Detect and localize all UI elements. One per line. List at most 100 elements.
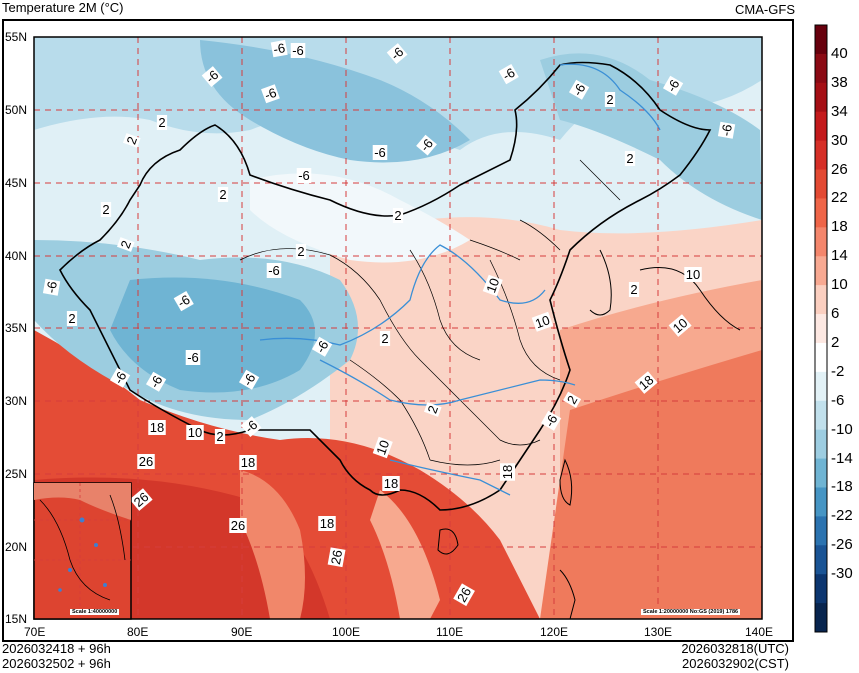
- colorbar-swatch: [815, 53, 827, 84]
- map-title: Temperature 2M (°C): [2, 0, 124, 15]
- contour-label: 18: [150, 420, 164, 435]
- lat-label: 45N: [5, 176, 28, 190]
- contour-label-box: [116, 237, 135, 252]
- contour-label: 2: [626, 151, 633, 166]
- province-borders: [239, 159, 621, 466]
- contour-label-box: [482, 274, 503, 297]
- contour-label-box: [185, 350, 201, 365]
- contour-label-box: [604, 92, 616, 107]
- contour-label-box: [379, 331, 391, 346]
- lat-label: 40N: [5, 249, 28, 263]
- colorbar-swatch: [815, 25, 827, 55]
- contour-label-box: [318, 516, 336, 531]
- colorbar-swatch: [815, 169, 827, 199]
- lat-label: 15N: [5, 612, 28, 626]
- contour-label: 26: [231, 518, 245, 533]
- lat-label: 25N: [5, 467, 28, 481]
- colorbar-tick-label: 2: [831, 333, 840, 351]
- valid-time-utc: 2026032818(UTC): [681, 641, 789, 656]
- mongolia-cold: [200, 40, 470, 163]
- model-source: CMA-GFS: [735, 2, 795, 17]
- contour-label: 18: [320, 516, 334, 531]
- contour-label: 18: [384, 476, 398, 491]
- contour-label-box: [453, 583, 475, 607]
- contour-label-box: [239, 455, 257, 470]
- contour-label-box: [327, 547, 346, 568]
- contour-label-box: [416, 134, 437, 156]
- contour-label: 2: [102, 202, 109, 217]
- contour-label-box: [66, 311, 78, 326]
- contour-label-box: [173, 290, 194, 312]
- contour-label-box: [261, 84, 280, 104]
- colorbar-tick-label: 10: [831, 276, 848, 294]
- contour-label: -6: [43, 280, 60, 294]
- lat-label: 50N: [5, 103, 28, 117]
- init-time-cst: 2026032502 + 96h: [2, 656, 111, 671]
- hot-ocean-zone: [540, 350, 762, 619]
- contour-label-box: [156, 115, 168, 130]
- colorbar-swatch: [815, 545, 827, 575]
- contour-label-box: [684, 267, 702, 282]
- lon-label: 120E: [540, 625, 569, 639]
- colorbar-swatch: [815, 227, 827, 257]
- contour-label: 2: [123, 134, 140, 146]
- map-field: -6 -6 -6 -6 -6 -6 -6 -6 -6 2 2 2 2 2 2 -…: [34, 37, 762, 619]
- colorbar: [814, 24, 828, 633]
- colorbar-swatch: [815, 429, 827, 460]
- colorbar-tick-label: -22: [831, 507, 853, 525]
- lon-label: 110E: [436, 625, 464, 639]
- colorbar-swatch: [815, 487, 827, 517]
- colorbar-tick-label: -26: [831, 536, 853, 554]
- contour-label: 2: [424, 403, 441, 415]
- colorbar-tick-label: -2: [831, 362, 845, 380]
- colorbar-swatch: [815, 574, 827, 604]
- lat-label: 20N: [5, 540, 28, 554]
- colorbar-tick-label: 34: [831, 102, 848, 120]
- colorbar-swatch: [815, 140, 827, 171]
- contour-label: 2: [381, 331, 388, 346]
- contour-label-box: [109, 367, 131, 388]
- contour-label: 2: [394, 208, 401, 223]
- lon-label: 80E: [127, 625, 149, 639]
- contour-label-layer: -6 -6 -6 -6 -6 -6 -6 -6 -6 2 2 2 2 2 2 -…: [42, 39, 736, 607]
- contour-label: 18: [500, 465, 515, 479]
- contour-label-box: [214, 429, 226, 444]
- contour-label: 2: [68, 311, 75, 326]
- contour-label-box: [392, 208, 404, 223]
- contour-label: -6: [272, 40, 286, 57]
- colorbar-tick-label: 14: [831, 247, 848, 265]
- contour-label-box: [217, 187, 229, 202]
- contour-label-box: [229, 518, 247, 533]
- lat-label: 55N: [5, 30, 28, 44]
- colorbar-swatch: [815, 342, 827, 373]
- contour-label: 26: [328, 549, 345, 566]
- lon-label: 90E: [231, 625, 253, 639]
- contour-label-box: [382, 476, 400, 491]
- contour-label: 26: [454, 585, 474, 605]
- colorbar-swatch: [815, 285, 827, 315]
- contour-label-box: [238, 369, 260, 390]
- contour-label: 2: [117, 238, 134, 250]
- colorbar-swatch: [815, 111, 827, 142]
- inset-map: [33, 482, 132, 620]
- contour-label: 2: [216, 429, 223, 444]
- contour-label: -6: [187, 350, 199, 365]
- contour-label-box: [290, 43, 306, 58]
- contour-label: 2: [219, 187, 226, 202]
- colorbar-swatch: [815, 400, 827, 431]
- lon-label: 70E: [24, 625, 46, 639]
- lon-label: 130E: [644, 625, 673, 639]
- lat-label: 35N: [5, 321, 28, 335]
- colorbar-tick-label: 38: [831, 73, 848, 91]
- contour-label-box: [372, 436, 393, 459]
- contour-label: 2: [158, 115, 165, 130]
- northeast-cold: [540, 53, 762, 221]
- colorbar-swatch: [815, 516, 827, 546]
- map-border: [33, 36, 763, 620]
- contour-label: 10: [686, 267, 700, 282]
- contour-label-box: [668, 314, 692, 337]
- contour-label: -6: [298, 168, 310, 183]
- contour-label-box: [42, 278, 61, 296]
- myanmar-hills: [240, 470, 305, 619]
